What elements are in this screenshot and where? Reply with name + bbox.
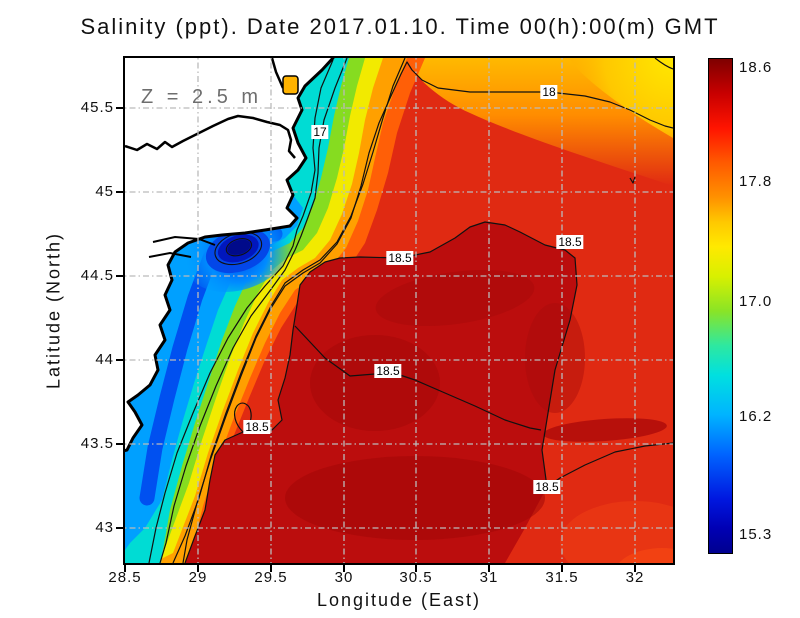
y-tick [116, 443, 123, 445]
contour-label: 18.5 [374, 364, 402, 378]
x-tick [197, 565, 199, 572]
estuary-inlet [270, 58, 285, 89]
y-tick [116, 107, 123, 109]
y-tick-label: 43.5 [80, 435, 114, 452]
y-tick-label: 45.5 [80, 99, 114, 116]
x-tick-label: 31.5 [545, 569, 579, 586]
delta-spit [152, 235, 216, 246]
contour-label: 18.5 [386, 251, 414, 265]
northeast-fresh-zone [400, 58, 673, 186]
x-tick [634, 565, 636, 572]
x-tick-label: 30.5 [399, 569, 433, 586]
depth-annotation: Z = 2.5 m [141, 86, 263, 108]
contour-label: 17 [311, 125, 329, 139]
x-tick-label: 30 [334, 569, 354, 586]
x-tick-label: 29 [188, 569, 208, 586]
x-tick [343, 565, 345, 572]
x-tick [561, 565, 563, 572]
map-plot-area: 17 18 18.5 18.5 18.5 18.5 18.5 Z = 2.5 m [123, 56, 675, 565]
coastline [125, 58, 335, 453]
contour-label: 18.5 [556, 235, 584, 249]
high-salinity-pool [185, 222, 673, 563]
x-tick-label: 29.5 [254, 569, 288, 586]
y-tick [116, 527, 123, 529]
y-axis-title: Latitude (North) [43, 231, 64, 390]
y-tick-label: 43 [95, 519, 114, 536]
x-tick [124, 565, 126, 572]
grid-lines [125, 58, 673, 563]
salinity-field-canvas [125, 58, 673, 563]
colorbar-tick-label: 17.8 [739, 173, 773, 190]
colorbar-tick-label: 17.0 [739, 293, 773, 310]
colorbar-tick-label: 18.6 [739, 59, 773, 76]
y-tick [116, 191, 123, 193]
contour-label: 18.5 [533, 480, 561, 494]
y-tick [116, 359, 123, 361]
contour-label: 18.5 [243, 420, 271, 434]
x-tick [415, 565, 417, 572]
lagoon [282, 75, 299, 95]
x-tick [270, 565, 272, 572]
y-tick [116, 275, 123, 277]
delta-spit [148, 251, 192, 258]
y-tick-label: 45 [95, 183, 114, 200]
river-line [125, 114, 296, 159]
contour-label: 18 [540, 85, 558, 99]
x-tick [488, 565, 490, 572]
y-tick-label: 44 [95, 351, 114, 368]
x-tick-label: 32 [625, 569, 645, 586]
y-tick-label: 44.5 [80, 267, 114, 284]
colorbar-tick-label: 15.3 [739, 526, 773, 543]
x-axis-title: Longitude (East) [316, 590, 482, 610]
land-mask [125, 58, 335, 453]
colorbar [708, 58, 733, 554]
x-tick-label: 31 [479, 569, 499, 586]
colorbar-tick-label: 16.2 [739, 408, 773, 425]
chart-title: Salinity (ppt). Date 2017.01.10. Time 00… [80, 14, 720, 39]
x-tick-label: 28.5 [108, 569, 142, 586]
